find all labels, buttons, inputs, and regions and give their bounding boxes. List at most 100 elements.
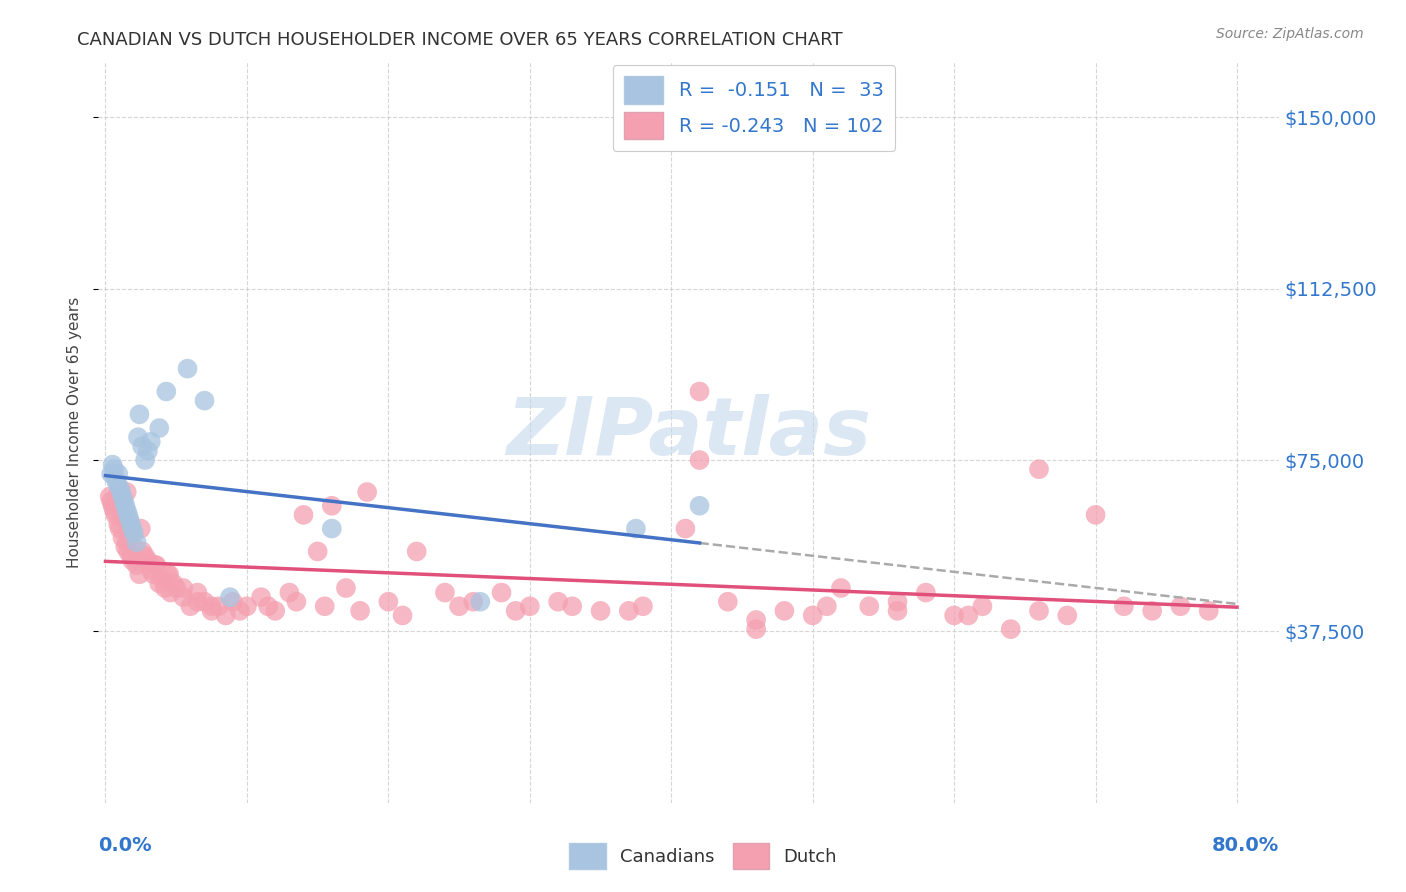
Point bbox=[745, 622, 768, 636]
Point bbox=[159, 585, 181, 599]
Point bbox=[100, 467, 122, 481]
Point bbox=[335, 581, 357, 595]
Point bbox=[222, 595, 245, 609]
Point bbox=[405, 544, 427, 558]
Point bbox=[349, 604, 371, 618]
Point bbox=[314, 599, 336, 614]
Point bbox=[200, 599, 222, 614]
Point bbox=[689, 453, 711, 467]
Point bbox=[250, 590, 273, 604]
Point bbox=[193, 393, 215, 408]
Point bbox=[208, 599, 231, 614]
Point bbox=[1140, 604, 1163, 618]
Point bbox=[957, 608, 980, 623]
Point bbox=[186, 595, 208, 609]
Point bbox=[104, 508, 127, 522]
Point bbox=[1084, 508, 1107, 522]
Point bbox=[139, 563, 162, 577]
Point bbox=[449, 599, 471, 614]
Point bbox=[115, 485, 138, 500]
Point bbox=[547, 595, 569, 609]
Point bbox=[193, 595, 215, 609]
Point bbox=[321, 499, 343, 513]
Point bbox=[104, 471, 127, 485]
Point bbox=[148, 576, 170, 591]
Point bbox=[121, 553, 143, 567]
Point bbox=[617, 604, 640, 618]
Point bbox=[136, 553, 159, 567]
Point bbox=[127, 430, 149, 444]
Point bbox=[121, 522, 143, 536]
Point bbox=[172, 590, 194, 604]
Point bbox=[128, 567, 150, 582]
Point bbox=[117, 544, 139, 558]
Point bbox=[264, 604, 287, 618]
Point bbox=[112, 494, 135, 508]
Point bbox=[156, 567, 179, 582]
Text: 0.0%: 0.0% bbox=[98, 836, 152, 855]
Point bbox=[118, 512, 141, 526]
Point bbox=[105, 490, 128, 504]
Point bbox=[321, 522, 343, 536]
Point bbox=[131, 544, 153, 558]
Point bbox=[103, 462, 125, 476]
Point bbox=[463, 595, 485, 609]
Point bbox=[150, 572, 173, 586]
Point bbox=[307, 544, 329, 558]
Point bbox=[219, 590, 242, 604]
Point bbox=[111, 490, 134, 504]
Point bbox=[285, 595, 308, 609]
Point bbox=[236, 599, 259, 614]
Text: ZIPatlas: ZIPatlas bbox=[506, 393, 872, 472]
Point bbox=[129, 522, 152, 536]
Point bbox=[1170, 599, 1192, 614]
Point bbox=[172, 581, 194, 595]
Point bbox=[122, 526, 145, 541]
Point bbox=[125, 535, 148, 549]
Point bbox=[115, 503, 138, 517]
Point bbox=[356, 485, 378, 500]
Point bbox=[186, 585, 208, 599]
Point bbox=[229, 604, 252, 618]
Point bbox=[631, 599, 654, 614]
Point bbox=[112, 512, 135, 526]
Point bbox=[745, 613, 768, 627]
Point bbox=[972, 599, 994, 614]
Point bbox=[103, 503, 125, 517]
Point bbox=[215, 608, 238, 623]
Point bbox=[122, 540, 145, 554]
Point bbox=[162, 576, 184, 591]
Point bbox=[1028, 462, 1050, 476]
Point bbox=[257, 599, 280, 614]
Point bbox=[689, 384, 711, 399]
Point bbox=[143, 558, 166, 573]
Point bbox=[179, 599, 201, 614]
Point bbox=[1028, 604, 1050, 618]
Text: 80.0%: 80.0% bbox=[1212, 836, 1279, 855]
Point bbox=[773, 604, 796, 618]
Point bbox=[139, 434, 162, 449]
Point bbox=[114, 540, 136, 554]
Point bbox=[98, 490, 121, 504]
Point bbox=[107, 516, 129, 531]
Point bbox=[1056, 608, 1078, 623]
Point bbox=[801, 608, 824, 623]
Legend: R =  -0.151   N =  33, R = -0.243   N = 102: R = -0.151 N = 33, R = -0.243 N = 102 bbox=[613, 65, 896, 151]
Point bbox=[108, 480, 131, 494]
Point bbox=[125, 558, 148, 573]
Point bbox=[100, 494, 122, 508]
Point bbox=[155, 384, 177, 399]
Point bbox=[505, 604, 527, 618]
Text: Source: ZipAtlas.com: Source: ZipAtlas.com bbox=[1216, 27, 1364, 41]
Point bbox=[134, 453, 156, 467]
Point bbox=[108, 522, 131, 536]
Point bbox=[1112, 599, 1135, 614]
Point bbox=[1198, 604, 1220, 618]
Legend: Canadians, Dutch: Canadians, Dutch bbox=[562, 836, 844, 876]
Point bbox=[830, 581, 852, 595]
Point bbox=[886, 604, 908, 618]
Point bbox=[278, 585, 301, 599]
Point bbox=[128, 408, 150, 422]
Point bbox=[145, 558, 167, 573]
Point bbox=[115, 535, 138, 549]
